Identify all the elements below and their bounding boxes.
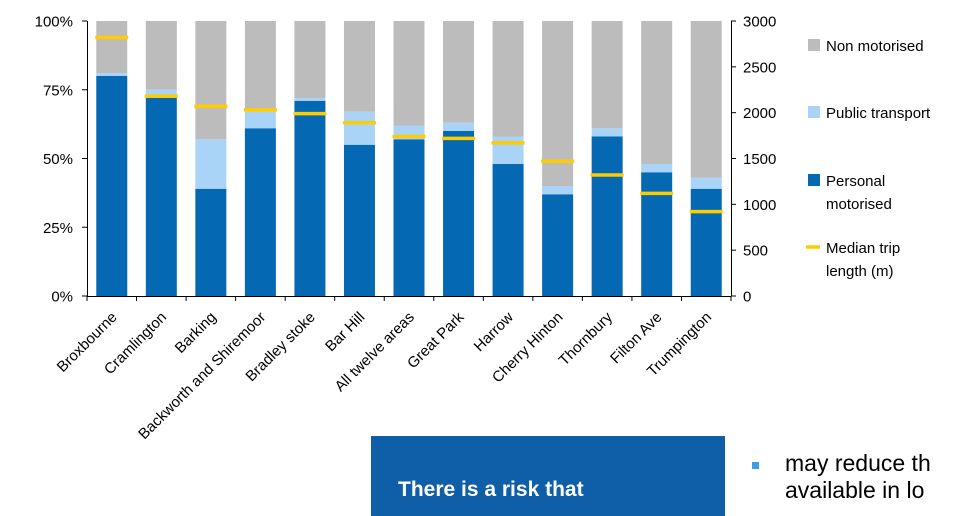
bar-non-motorised-filton-ave: [641, 21, 673, 164]
right-tick-label: 500: [743, 243, 768, 260]
bar-personal-motorised-thornbury: [591, 136, 623, 296]
left-tick-label: 50%: [43, 151, 73, 168]
bar-public-transport-broxbourne: [96, 73, 128, 76]
left-tick-label: 100%: [35, 14, 73, 31]
bar-public-transport-barking: [195, 139, 227, 189]
bullet-line-2: available in lo: [785, 477, 925, 503]
bar-personal-motorised-bar-hill: [343, 144, 375, 296]
bar-public-transport-bradley-stoke: [294, 98, 326, 101]
bar-non-motorised-bradley-stoke: [294, 21, 326, 98]
bullet-marker: [752, 462, 759, 469]
legend-swatch-personal: [808, 174, 820, 186]
bar-personal-motorised-cherry-hinton: [542, 194, 574, 296]
bar-personal-motorised-filton-ave: [641, 172, 673, 296]
bar-public-transport-cherry-hinton: [542, 186, 574, 195]
bar-personal-motorised-broxbourne: [96, 76, 128, 296]
legend-label-median: length (m): [826, 263, 894, 280]
bar-non-motorised-trumpington: [690, 21, 722, 178]
bullet-text: may reduce th available in lo: [785, 450, 979, 504]
bar-non-motorised-harrow: [492, 21, 524, 137]
bar-personal-motorised-cramlington: [145, 98, 177, 296]
bar-public-transport-backworth-and-shiremoor: [244, 111, 276, 129]
bar-public-transport-harrow: [492, 136, 524, 164]
right-tick-label: 3000: [743, 14, 776, 31]
right-tick-label: 2500: [743, 59, 776, 76]
legend-label-public: Public transport: [826, 105, 931, 122]
x-tick-label-thornbury: Thornbury: [556, 308, 617, 369]
legend-label-personal: Personal: [826, 173, 885, 190]
legend-swatch-public: [808, 106, 820, 118]
bar-public-transport-filton-ave: [641, 164, 673, 173]
x-tick-label-bar-hill: Bar Hill: [322, 309, 368, 355]
right-tick-label: 1500: [743, 151, 776, 168]
bar-personal-motorised-backworth-and-shiremoor: [244, 128, 276, 296]
bar-non-motorised-great-park: [443, 21, 475, 123]
x-tick-label-barking: Barking: [172, 309, 220, 357]
bar-non-motorised-thornbury: [591, 21, 623, 129]
bar-public-transport-bar-hill: [343, 111, 375, 145]
bar-non-motorised-cramlington: [145, 21, 177, 90]
legend-label-median: Median trip: [826, 240, 900, 257]
bar-personal-motorised-harrow: [492, 164, 524, 296]
bar-non-motorised-broxbourne: [96, 21, 128, 74]
right-tick-label: 0: [743, 289, 751, 306]
bar-public-transport-trumpington: [690, 177, 722, 189]
legend-swatch-non: [808, 39, 820, 51]
bar-personal-motorised-bradley-stoke: [294, 100, 326, 296]
bar-personal-motorised-all-twelve-areas: [393, 139, 425, 296]
legend-label-personal: motorised: [826, 196, 892, 213]
callout-title: There is a risk that: [398, 478, 584, 501]
left-tick-label: 25%: [43, 220, 73, 237]
bar-non-motorised-backworth-and-shiremoor: [244, 21, 276, 112]
bar-non-motorised-bar-hill: [343, 21, 375, 112]
right-tick-label: 1000: [743, 197, 776, 214]
x-tick-label-harrow: Harrow: [471, 309, 517, 355]
right-tick-label: 2000: [743, 105, 776, 122]
callout-box: [371, 436, 725, 516]
left-tick-label: 0%: [51, 289, 73, 306]
bar-public-transport-thornbury: [591, 128, 623, 137]
bar-non-motorised-cherry-hinton: [542, 21, 574, 186]
legend-label-non: Non motorised: [826, 38, 924, 55]
bullet-line-1: may reduce th: [785, 450, 931, 476]
bar-personal-motorised-great-park: [443, 131, 475, 296]
bar-personal-motorised-trumpington: [690, 188, 722, 296]
bar-public-transport-cramlington: [145, 89, 177, 98]
bar-non-motorised-all-twelve-areas: [393, 21, 425, 126]
bar-non-motorised-barking: [195, 21, 227, 140]
bar-public-transport-great-park: [443, 122, 475, 131]
left-tick-label: 75%: [43, 82, 73, 99]
bar-personal-motorised-barking: [195, 188, 227, 296]
